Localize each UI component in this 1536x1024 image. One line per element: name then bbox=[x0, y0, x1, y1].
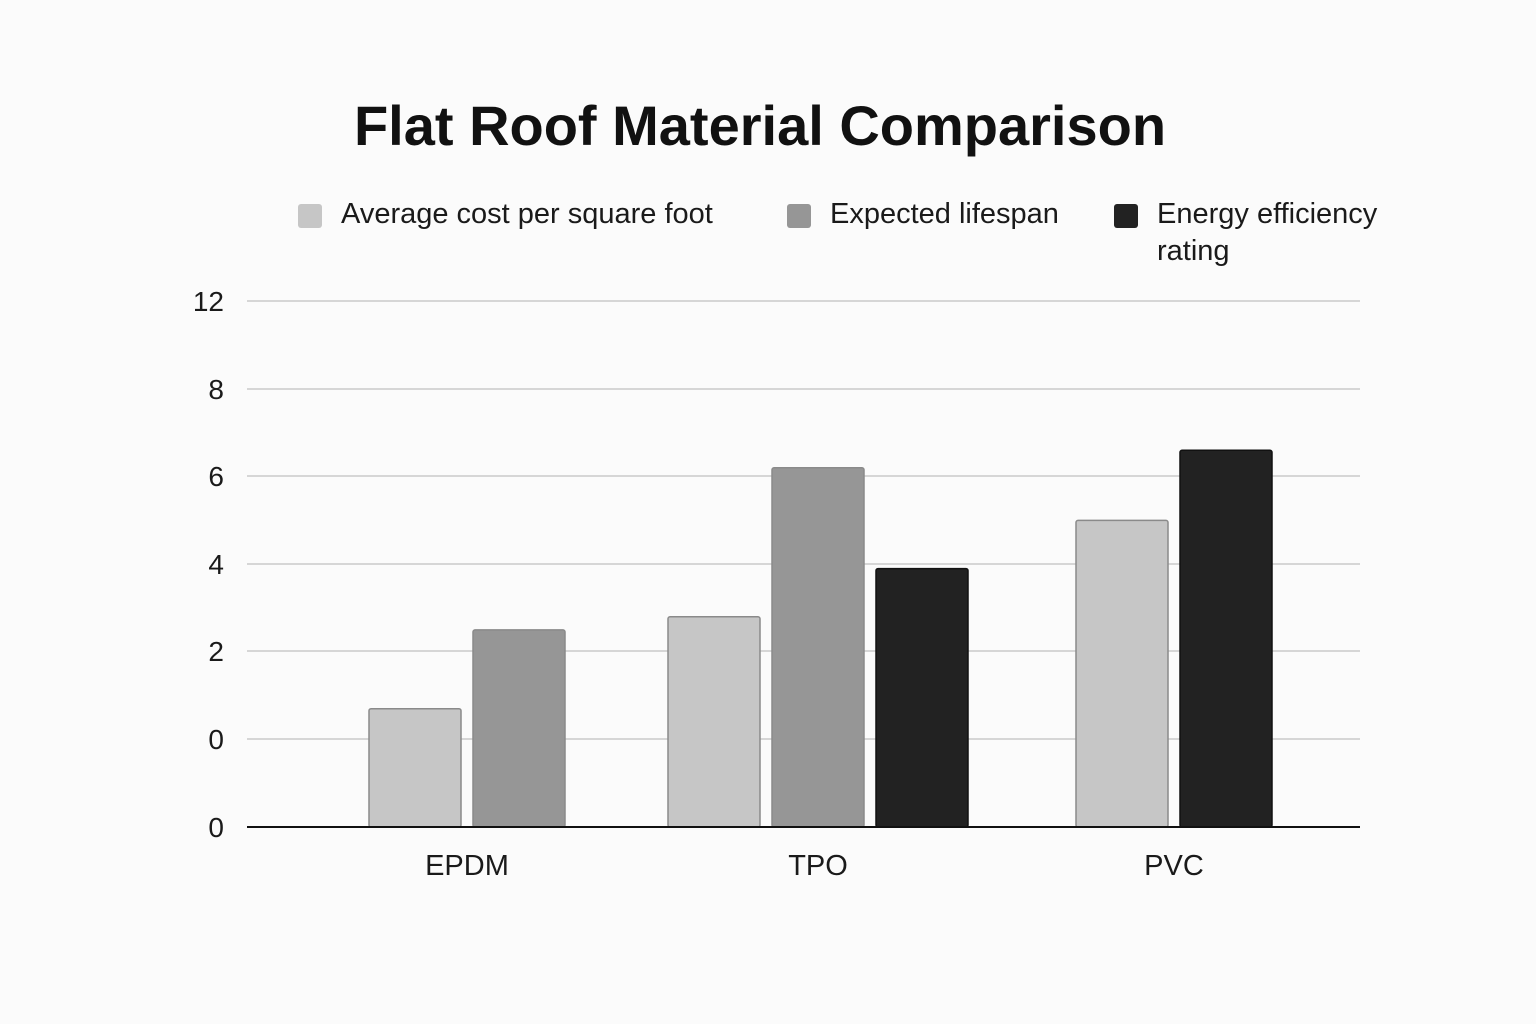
legend-label-average-cost: Average cost per square foot bbox=[341, 198, 713, 230]
y-tick-label: 6 bbox=[208, 461, 224, 492]
bar-pvc-series-0 bbox=[1075, 519, 1169, 828]
bar-tpo-series-1 bbox=[771, 467, 865, 828]
bar-pvc-series-2 bbox=[1179, 449, 1273, 828]
y-tick-label: 8 bbox=[208, 374, 224, 405]
x-category-label: TPO bbox=[788, 850, 848, 882]
y-tick-label: 0 bbox=[208, 812, 224, 843]
bar-epdm-series-0 bbox=[368, 707, 462, 828]
bar-tpo-series-2 bbox=[875, 567, 969, 828]
y-tick-label: 4 bbox=[208, 549, 224, 580]
legend-item-energy-efficiency: Energy efficiency rating bbox=[1114, 196, 1397, 270]
y-tick-label: 2 bbox=[208, 636, 224, 667]
y-axis-ticks: 12 8 6 4 2 0 0 bbox=[193, 286, 224, 843]
legend-label-expected-lifespan: Expected lifespan bbox=[830, 198, 1059, 230]
x-category-label: PVC bbox=[1144, 850, 1204, 882]
y-tick-label: 0 bbox=[208, 724, 224, 755]
bars bbox=[368, 449, 1273, 828]
x-axis-categories: EPDM TPO PVC bbox=[425, 850, 1204, 882]
legend: Average cost per square foot Expected li… bbox=[0, 196, 1536, 286]
legend-swatch-energy-efficiency bbox=[1114, 204, 1138, 228]
bar-epdm-series-1 bbox=[472, 629, 566, 828]
x-category-label: EPDM bbox=[425, 850, 509, 882]
bar-tpo-series-0 bbox=[667, 616, 761, 828]
legend-item-expected-lifespan: Expected lifespan bbox=[787, 196, 1059, 233]
legend-item-average-cost: Average cost per square foot bbox=[298, 196, 713, 233]
chart-title: Flat Roof Material Comparison bbox=[353, 94, 1167, 157]
legend-swatch-expected-lifespan bbox=[787, 204, 811, 228]
legend-label-energy-efficiency: Energy efficiency rating bbox=[1157, 198, 1378, 267]
y-tick-label: 12 bbox=[193, 286, 224, 317]
legend-swatch-average-cost bbox=[298, 204, 322, 228]
